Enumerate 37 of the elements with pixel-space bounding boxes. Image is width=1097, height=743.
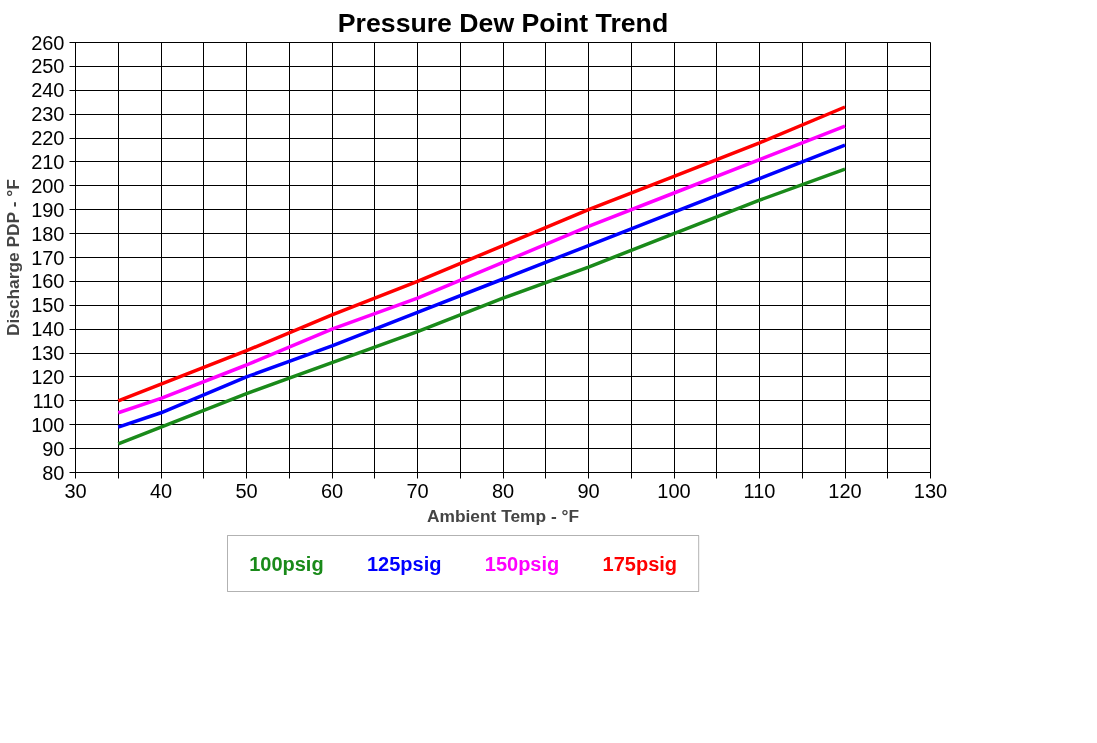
chart-title: Pressure Dew Point Trend — [337, 7, 669, 38]
y-tick-label: 80 — [42, 461, 65, 484]
x-tick-label: 130 — [913, 479, 948, 502]
x-tick-label: 70 — [406, 479, 429, 502]
y-tick-label: 170 — [31, 246, 65, 269]
text: 150psig — [484, 552, 560, 575]
x-tick-label: 50 — [235, 479, 258, 502]
y-tick-label: 90 — [42, 437, 65, 460]
y-tick-label: 210 — [31, 150, 65, 173]
y-tick-label: 260 — [31, 31, 65, 54]
x-tick-label: 90 — [577, 479, 600, 502]
y-tick-label: 100 — [31, 413, 65, 436]
y-tick-label: 200 — [31, 174, 65, 197]
y-tick-label: 110 — [32, 389, 65, 412]
y-tick-label: 120 — [31, 365, 65, 388]
text: 100psig — [249, 552, 324, 575]
y-tick-label: 140 — [31, 318, 65, 341]
x-tick-label: 120 — [828, 479, 862, 502]
y-axis-title: Discharge PDP - °F — [3, 179, 24, 337]
y-tick-label: 250 — [31, 55, 65, 78]
y-tick-label: 230 — [31, 103, 65, 126]
y-tick-label: 150 — [31, 294, 65, 317]
y-tick-label: 160 — [31, 270, 65, 293]
y-tick-label: 190 — [31, 198, 65, 221]
y-tick-label: 130 — [31, 342, 65, 365]
x-tick-label: 100 — [657, 479, 691, 502]
text: 125psig — [366, 552, 442, 575]
x-tick-label: 110 — [743, 479, 776, 502]
y-tick-label: 180 — [31, 222, 65, 245]
y-tick-label: 240 — [31, 79, 65, 102]
x-tick-label: 40 — [149, 479, 173, 502]
text: 175psig — [602, 552, 678, 575]
x-tick-label: 80 — [491, 479, 515, 502]
x-tick-label: 60 — [320, 479, 344, 502]
x-tick-label: 30 — [64, 479, 87, 502]
y-tick-label: 220 — [31, 127, 65, 150]
x-axis-title: Ambient Temp - °F — [427, 505, 579, 526]
